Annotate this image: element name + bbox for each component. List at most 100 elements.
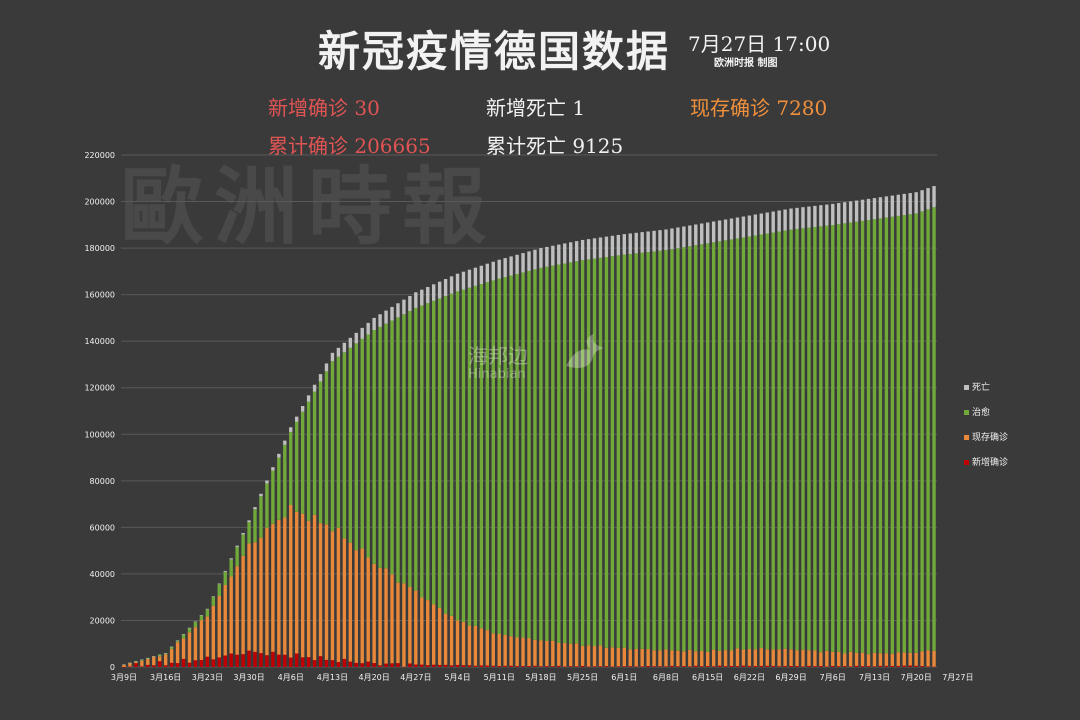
bar-recovered <box>300 411 305 514</box>
bar-new-cases <box>932 666 936 668</box>
bar-active <box>717 650 722 666</box>
bar-recovered <box>217 584 221 597</box>
bar-recovered <box>473 285 478 626</box>
bar-new-cases <box>926 666 930 667</box>
bar-new-cases <box>711 666 716 667</box>
bar-deaths <box>908 193 912 215</box>
bar-deaths <box>527 251 531 271</box>
bar-new-cases <box>360 663 364 667</box>
bar-deaths <box>223 570 227 572</box>
bar-recovered <box>598 257 603 646</box>
bar-active <box>432 604 436 665</box>
legend-swatch-deaths <box>964 385 969 390</box>
bar-new-cases <box>396 663 400 667</box>
bar-new-cases <box>497 666 501 667</box>
bar-deaths <box>175 640 180 641</box>
bar-new-cases <box>878 665 883 667</box>
bar-new-cases <box>384 663 388 667</box>
bar-deaths <box>741 216 746 238</box>
y-tick-label: 20000 <box>90 616 115 625</box>
bar-deaths <box>557 244 561 265</box>
bar-recovered <box>813 226 817 651</box>
bar-deaths <box>283 440 287 445</box>
bar-recovered <box>426 303 430 601</box>
bar-active <box>455 620 460 665</box>
bar-deaths <box>414 292 418 308</box>
bar-recovered <box>640 252 644 649</box>
bar-deaths <box>396 303 400 318</box>
bar-recovered <box>163 653 168 655</box>
bar-new-cases <box>908 665 912 667</box>
bar-deaths <box>348 337 353 348</box>
bar-deaths <box>515 254 519 274</box>
x-tick-label: 7月27日 <box>942 673 973 682</box>
bar-recovered <box>908 214 912 653</box>
bar-active <box>169 649 174 663</box>
bar-new-cases <box>283 654 287 667</box>
bar-new-cases <box>390 663 394 667</box>
bar-deaths <box>432 284 436 301</box>
bar-new-cases <box>610 666 615 668</box>
bar-recovered <box>920 211 924 652</box>
bar-new-cases <box>336 662 341 667</box>
bar-active <box>426 600 430 666</box>
bar-deaths <box>330 352 335 362</box>
bar-deaths <box>783 209 787 231</box>
bar-active <box>223 584 227 656</box>
bar-new-cases <box>694 665 698 667</box>
bar-new-cases <box>122 667 126 668</box>
bar-recovered <box>717 241 722 651</box>
bar-new-cases <box>211 659 216 667</box>
logo-text: 海邦边 <box>468 344 528 368</box>
logo-bird-icon <box>566 334 604 368</box>
bar-recovered <box>676 248 680 651</box>
logo: 海邦边 Hinabian <box>468 334 604 382</box>
bar-recovered <box>866 220 871 655</box>
bar-recovered <box>146 657 150 660</box>
bar-active <box>723 650 728 667</box>
bar-new-cases <box>819 666 823 667</box>
x-tick-label: 7月13日 <box>859 673 890 682</box>
bar-new-cases <box>175 663 180 667</box>
bar-deaths <box>467 269 472 288</box>
bar-new-cases <box>277 654 281 667</box>
bar-active <box>414 590 418 665</box>
bar-active <box>896 652 900 666</box>
bar-deaths <box>801 207 805 229</box>
bar-recovered <box>396 317 400 583</box>
bar-active <box>241 555 245 655</box>
bar-new-cases <box>295 653 299 667</box>
bar-recovered <box>759 234 763 649</box>
bar-deaths <box>723 219 728 241</box>
bar-new-cases <box>402 666 406 668</box>
bar-recovered <box>670 249 674 651</box>
bar-deaths <box>896 194 900 216</box>
bar-recovered <box>295 421 299 512</box>
bar-deaths <box>890 195 895 217</box>
bar-active <box>646 649 650 667</box>
bar-new-cases <box>533 665 537 667</box>
bar-active <box>217 596 221 658</box>
bar-new-cases <box>622 666 626 667</box>
bar-new-cases <box>801 666 805 667</box>
bar-deaths <box>342 342 347 353</box>
bar-recovered <box>682 247 686 652</box>
bar-deaths <box>598 237 603 258</box>
bar-deaths <box>705 222 710 244</box>
bar-active <box>557 643 561 666</box>
bar-recovered <box>193 621 198 628</box>
bar-active <box>664 649 668 667</box>
bar-deaths <box>694 224 698 246</box>
bar-new-cases <box>354 662 358 667</box>
bar-recovered <box>735 238 740 649</box>
bar-new-cases <box>455 664 460 667</box>
bar-recovered <box>926 209 930 651</box>
bar-active <box>336 527 341 663</box>
bar-active <box>491 633 495 666</box>
bar-active <box>813 650 817 667</box>
bar-new-cases <box>158 661 162 667</box>
bar-deaths <box>872 198 877 220</box>
bar-recovered <box>479 284 484 629</box>
bar-deaths <box>443 279 448 297</box>
bar-new-cases <box>682 666 686 667</box>
